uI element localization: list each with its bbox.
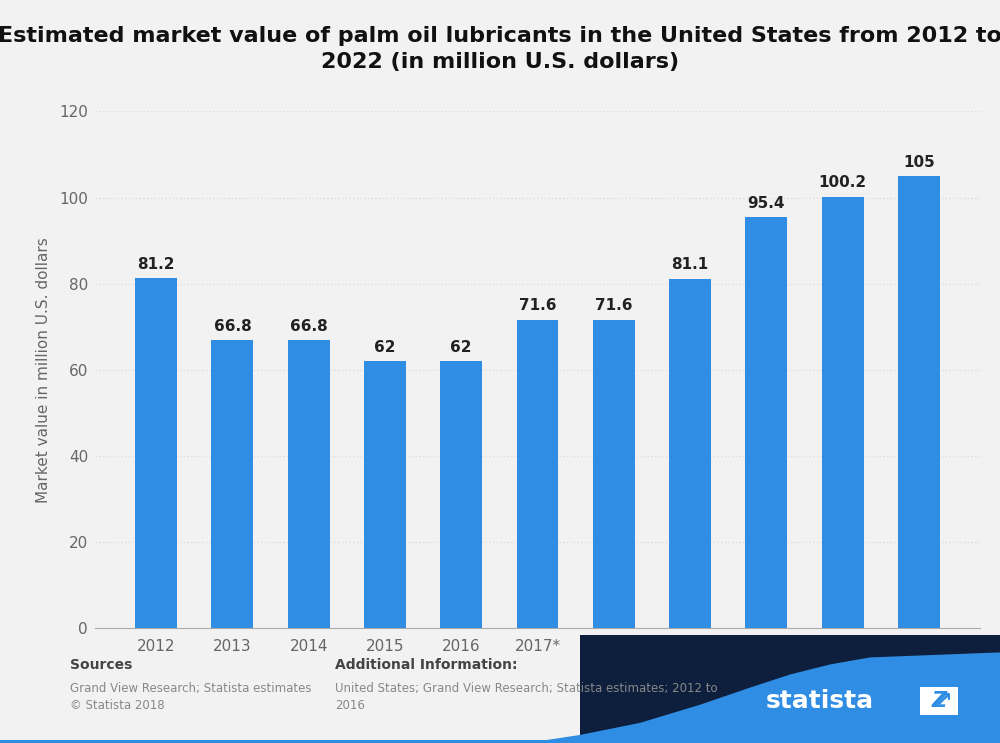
Bar bbox=[745, 217, 787, 628]
Bar bbox=[440, 361, 482, 628]
Text: 71.6: 71.6 bbox=[595, 298, 633, 314]
Text: Grand View Research; Statista estimates
© Statista 2018: Grand View Research; Statista estimates … bbox=[70, 682, 312, 712]
Text: 62: 62 bbox=[450, 340, 472, 354]
Text: Additional Information:: Additional Information: bbox=[335, 658, 518, 672]
Text: 105: 105 bbox=[903, 155, 935, 169]
Polygon shape bbox=[520, 652, 1000, 743]
Bar bbox=[364, 361, 406, 628]
Y-axis label: Market value in million U.S. dollars: Market value in million U.S. dollars bbox=[36, 237, 51, 502]
Bar bbox=[593, 319, 635, 628]
Text: 81.2: 81.2 bbox=[137, 257, 175, 272]
Bar bbox=[669, 279, 711, 628]
Text: United States; Grand View Research; Statista estimates; 2012 to
2016: United States; Grand View Research; Stat… bbox=[335, 682, 718, 712]
Bar bbox=[211, 340, 253, 628]
Text: 71.6: 71.6 bbox=[519, 298, 556, 314]
Text: 62: 62 bbox=[374, 340, 396, 354]
Bar bbox=[822, 197, 864, 628]
Text: 100.2: 100.2 bbox=[818, 175, 867, 190]
Bar bbox=[580, 635, 1000, 743]
Text: statista: statista bbox=[766, 689, 874, 713]
Text: 66.8: 66.8 bbox=[214, 319, 251, 334]
Bar bbox=[920, 687, 958, 715]
Text: 81.1: 81.1 bbox=[671, 257, 709, 273]
Text: 95.4: 95.4 bbox=[748, 196, 785, 211]
Bar bbox=[517, 319, 558, 628]
Text: 66.8: 66.8 bbox=[290, 319, 328, 334]
Bar bbox=[0, 740, 1000, 743]
Bar bbox=[898, 176, 940, 628]
Text: Z: Z bbox=[931, 691, 947, 711]
Bar bbox=[288, 340, 330, 628]
Text: ↗: ↗ bbox=[934, 691, 952, 711]
Text: Estimated market value of palm oil lubricants in the United States from 2012 to
: Estimated market value of palm oil lubri… bbox=[0, 26, 1000, 72]
Text: Sources: Sources bbox=[70, 658, 132, 672]
Bar bbox=[135, 279, 177, 628]
